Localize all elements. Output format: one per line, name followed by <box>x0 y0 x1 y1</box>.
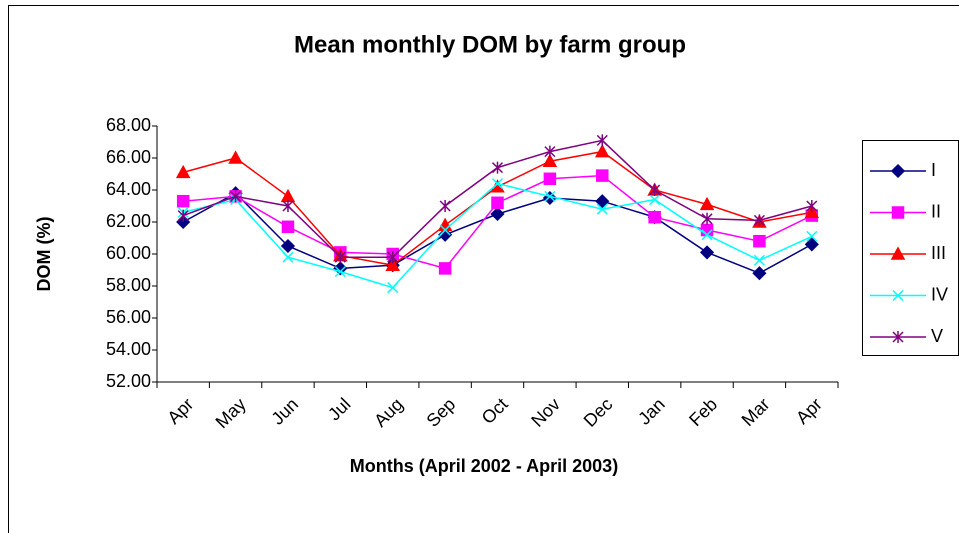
legend-label: III <box>931 243 946 263</box>
marker <box>699 245 715 260</box>
marker <box>701 229 713 241</box>
marker <box>281 220 295 234</box>
marker <box>701 212 713 225</box>
x-tick-label: Feb <box>685 394 721 430</box>
marker <box>175 164 191 179</box>
marker <box>806 230 818 242</box>
marker <box>439 224 451 236</box>
marker <box>649 194 661 206</box>
marker <box>491 178 504 190</box>
x-tick-label: Jul <box>324 394 354 424</box>
x-tick-label: Nov <box>527 394 564 431</box>
marker <box>699 196 715 211</box>
legend-marker <box>892 289 904 302</box>
marker <box>228 150 243 164</box>
marker <box>804 237 819 252</box>
legend-label: IV <box>931 284 948 304</box>
marker <box>542 153 558 167</box>
legend-box <box>862 140 959 356</box>
legend-marker <box>890 163 906 179</box>
marker <box>491 196 504 210</box>
marker <box>333 261 348 276</box>
x-tick-label: Jun <box>267 394 302 429</box>
marker <box>490 179 505 193</box>
marker <box>334 266 346 278</box>
marker <box>282 251 294 263</box>
x-axis-label: Months (April 2002 - April 2003) <box>350 456 618 476</box>
y-tick-label: 64.00 <box>106 179 151 199</box>
x-tick-label: Apr <box>792 394 826 428</box>
marker <box>752 266 767 281</box>
y-tick-label: 54.00 <box>106 339 151 359</box>
y-tick-label: 60.00 <box>106 243 151 263</box>
marker <box>595 194 610 209</box>
marker <box>753 214 765 227</box>
marker <box>280 238 296 254</box>
marker <box>230 190 242 203</box>
marker <box>387 251 399 264</box>
x-tick-label: Oct <box>478 394 512 428</box>
y-axis-label: DOM (%) <box>34 217 54 292</box>
x-tick-label: Jan <box>634 394 669 429</box>
marker <box>280 188 296 203</box>
marker <box>439 200 451 212</box>
legend-label: I <box>931 160 936 180</box>
legend-marker <box>890 246 906 260</box>
x-tick-label: May <box>212 394 250 432</box>
legend-label: V <box>931 326 943 346</box>
marker <box>543 172 557 186</box>
x-tick-label: Dec <box>580 394 617 431</box>
marker <box>649 184 661 196</box>
y-tick-label: 62.00 <box>106 211 151 231</box>
x-tick-label: Sep <box>423 394 460 431</box>
marker <box>596 169 609 182</box>
legend-marker <box>891 206 905 219</box>
legend-marker <box>892 331 904 343</box>
y-tick-label: 68.00 <box>106 115 151 135</box>
marker <box>385 257 400 271</box>
x-tick-label: Apr <box>163 394 197 428</box>
marker <box>176 194 190 208</box>
x-tick-label: Mar <box>738 394 774 430</box>
y-tick-label: 52.00 <box>106 371 151 391</box>
marker <box>387 282 399 294</box>
marker <box>177 209 189 222</box>
marker <box>544 190 556 202</box>
marker <box>595 144 610 158</box>
legend-label: II <box>931 201 941 221</box>
marker <box>596 203 608 215</box>
y-tick-label: 58.00 <box>106 275 151 295</box>
y-tick-label: 66.00 <box>106 147 151 167</box>
x-tick-label: Aug <box>370 394 407 431</box>
chart-title: Mean monthly DOM by farm group <box>294 31 686 58</box>
chart-border <box>8 5 959 533</box>
marker <box>282 200 294 212</box>
marker <box>438 262 452 275</box>
marker <box>544 145 556 158</box>
y-tick-label: 56.00 <box>106 307 151 327</box>
marker <box>437 217 453 231</box>
marker <box>648 210 661 224</box>
marker <box>596 134 608 147</box>
marker <box>490 206 505 222</box>
marker <box>753 234 766 248</box>
marker <box>438 227 453 242</box>
marker <box>491 161 504 174</box>
marker <box>806 200 818 212</box>
marker <box>334 251 346 264</box>
marker <box>753 254 765 266</box>
